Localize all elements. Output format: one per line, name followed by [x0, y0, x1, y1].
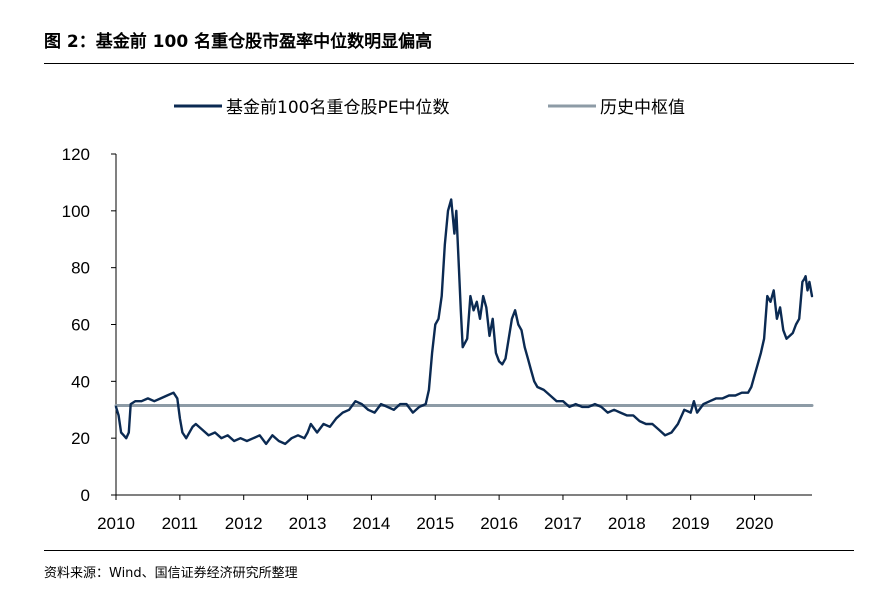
x-tick-label: 2018: [608, 514, 646, 533]
x-tick-label: 2013: [289, 514, 327, 533]
x-tick-label: 2010: [97, 514, 135, 533]
y-tick-label: 0: [81, 486, 90, 505]
y-tick-label: 20: [71, 429, 90, 448]
x-tick-label: 2016: [480, 514, 518, 533]
x-tick-label: 2020: [736, 514, 774, 533]
y-tick-label: 40: [71, 372, 90, 391]
x-tick-label: 2012: [225, 514, 263, 533]
y-tick-label: 120: [62, 145, 90, 164]
y-tick-label: 80: [71, 259, 90, 278]
axes: 0 20 40 60 80 100 120 2010 2011 2012 2013 2014 2015 2…: [62, 145, 812, 533]
top-rule: [44, 63, 854, 64]
x-tick-label: 2017: [544, 514, 582, 533]
legend-label: 基金前100名重仓股PE中位数: [226, 98, 449, 118]
x-tick-label: 2011: [162, 514, 199, 533]
legend-label: 历史中枢值: [600, 98, 685, 118]
legend: 基金前100名重仓股PE中位数 历史中枢值: [174, 98, 685, 118]
bottom-rule: [44, 550, 854, 551]
series-layer: [114, 198, 814, 446]
x-tick-label: 2015: [416, 514, 454, 533]
series-line-pe-median: [114, 198, 814, 446]
y-tick-label: 100: [62, 202, 90, 221]
x-tick-label: 2014: [352, 514, 390, 533]
x-tick-label: 2019: [672, 514, 710, 533]
source-note: 资料来源：Wind、国信证券经济研究所整理: [44, 566, 298, 581]
y-tick-label: 60: [71, 316, 90, 335]
figure-title: 图 2：基金前 100 名重仓股市盈率中位数明显偏高: [44, 32, 433, 52]
